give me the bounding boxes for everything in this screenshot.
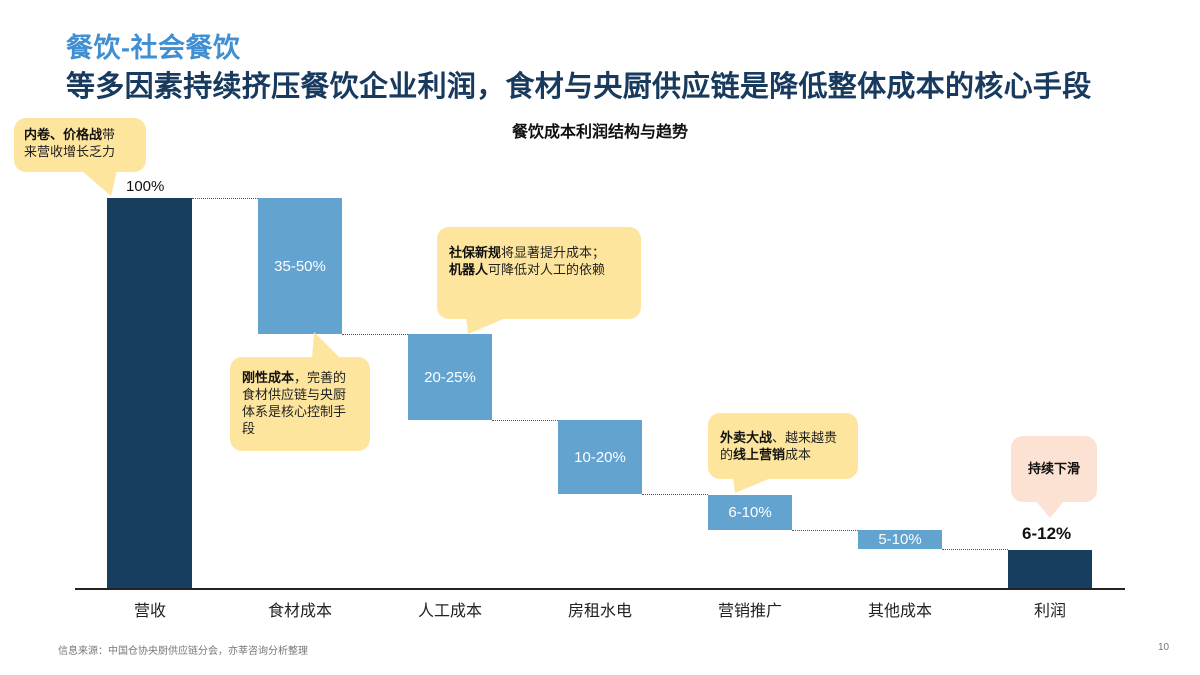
- callout-food-text: ，完善的食材供应链与央厨体系是核心控制手段: [242, 370, 347, 436]
- value-label-rent-utilities: 10-20%: [574, 448, 626, 466]
- chart-title: 餐饮成本利润结构与趋势: [511, 124, 688, 141]
- value-label-revenue: 100%: [126, 178, 165, 195]
- page-number: 10: [1158, 642, 1170, 653]
- bar-food-cost: 35-50%: [258, 198, 342, 334]
- callout-marketing: 外卖大战、越来越贵的线上营销成本: [708, 413, 858, 479]
- connector-line: [792, 530, 858, 531]
- connector-line: [642, 494, 708, 495]
- callout-marketing-bold2: 线上营销: [733, 447, 786, 462]
- connector-line: [342, 334, 408, 335]
- footer-source: 信息来源：中国仓协央厨供应链分会，亦莘咨询分析整理: [58, 646, 308, 657]
- callout-marketing-bold1: 外卖大战: [720, 430, 773, 445]
- category-label-labor-cost: 人工成本: [417, 603, 482, 620]
- callout-revenue: 内卷、价格战带 来营收增长乏力: [14, 118, 146, 172]
- callout-food-tail: [312, 332, 340, 358]
- category-label-other-cost: 其他成本: [867, 603, 932, 620]
- callout-revenue-text: 带: [102, 127, 116, 142]
- callout-revenue-text2: 来营收增长乏力: [24, 144, 116, 159]
- callout-labor-text1: 将显著提升成本；: [501, 245, 606, 260]
- callout-labor-text2: 可降低对人工的依赖: [488, 262, 606, 277]
- callout-food-cost: 刚性成本，完善的食材供应链与央厨体系是核心控制手段: [230, 357, 370, 451]
- callout-profit-tail: [1036, 501, 1064, 518]
- bar-labor-cost: 20-25%: [408, 334, 492, 420]
- page-title: 等多因素持续挤压餐饮企业利润，食材与央厨供应链是降低整体成本的核心手段: [66, 71, 1092, 103]
- callout-labor-cost: 社保新规将显著提升成本； 机器人可降低对人工的依赖: [437, 227, 641, 319]
- callout-profit: 持续下滑: [1011, 436, 1097, 502]
- value-label-marketing: 6-10%: [728, 504, 772, 521]
- connector-line: [492, 420, 558, 421]
- section-title: 餐饮-社会餐饮: [66, 33, 241, 63]
- callout-food-bold: 刚性成本: [242, 370, 295, 385]
- callout-revenue-bold: 内卷、价格战: [24, 127, 103, 142]
- category-label-marketing: 营销推广: [717, 603, 782, 620]
- callout-labor-bold1: 社保新规: [449, 245, 502, 260]
- callout-labor-bold2: 机器人: [449, 262, 489, 277]
- category-label-food-cost: 食材成本: [267, 603, 332, 620]
- x-axis-line: [75, 588, 1125, 590]
- callout-marketing-tail: [733, 478, 771, 493]
- callout-labor-tail: [466, 317, 508, 334]
- category-label-revenue: 营收: [133, 603, 166, 620]
- callout-marketing-text2: 成本: [785, 447, 812, 462]
- value-label-food-cost: 35-50%: [274, 257, 326, 275]
- callout-marketing-text1: 、越来越贵的: [720, 430, 838, 462]
- bar-marketing: 6-10%: [708, 495, 792, 530]
- value-label-other-cost: 5-10%: [878, 531, 922, 548]
- bar-other-cost: 5-10%: [858, 530, 942, 549]
- bar-rent-utilities: 10-20%: [558, 420, 642, 494]
- value-label-profit: 6-12%: [1022, 524, 1072, 543]
- category-label-profit: 利润: [1033, 603, 1066, 620]
- value-label-labor-cost: 20-25%: [424, 368, 476, 386]
- bar-profit: [1008, 550, 1092, 588]
- bar-revenue: [107, 198, 192, 588]
- callout-profit-bold: 持续下滑: [1027, 461, 1080, 476]
- connector-line: [192, 198, 258, 199]
- category-label-rent-utilities: 房租水电: [567, 603, 632, 620]
- connector-line: [942, 549, 1008, 550]
